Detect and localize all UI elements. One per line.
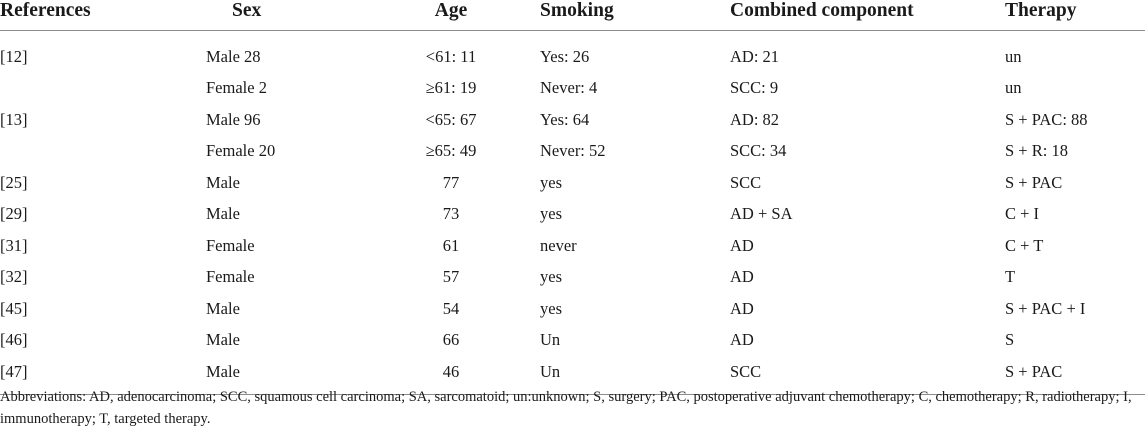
table-row: [31] Female 61 never AD C + T: [0, 230, 1145, 262]
cell-sex: Male: [206, 204, 240, 224]
table-header-row: References Sex Age Smoking Combined comp…: [0, 0, 1145, 31]
table-row: [25] Male 77 yes SCC S + PAC: [0, 167, 1145, 199]
cell-reference: [0, 73, 200, 105]
cell-reference: [46]: [0, 330, 28, 350]
cell-combined-component: AD: 82: [730, 109, 780, 129]
cell-reference: [47]: [0, 361, 28, 381]
header-smoking: Smoking: [540, 0, 614, 21]
cell-smoking: Un: [540, 361, 561, 381]
header-sex: Sex: [232, 0, 262, 21]
cell-combined-component: AD + SA: [730, 204, 793, 224]
table-row: [12] Male 28 <61: 11 Yes: 26 AD: 21 un: [0, 31, 1145, 73]
header-age: Age: [434, 0, 468, 21]
cell-smoking: yes: [540, 172, 562, 192]
cell-sex: Female: [206, 267, 255, 287]
cell-age: 66: [442, 330, 460, 350]
header-references: References: [0, 0, 91, 21]
cell-sex: Male: [206, 361, 240, 381]
cell-age: 46: [442, 361, 460, 381]
cell-smoking: Never: 4: [540, 78, 598, 98]
cell-therapy: S + PAC: 88: [1005, 109, 1088, 129]
cell-reference: [12]: [0, 46, 28, 66]
header-combined-component: Combined component: [730, 0, 914, 21]
cell-combined-component: AD: [730, 298, 754, 318]
patient-table: References Sex Age Smoking Combined comp…: [0, 0, 1145, 394]
table-row: Female 2 ≥61: 19 Never: 4 SCC: 9 un: [0, 73, 1145, 105]
table-row: [47] Male 46 Un SCC S + PAC: [0, 356, 1145, 394]
cell-sex: Female: [206, 235, 255, 255]
cell-therapy: C + T: [1005, 235, 1044, 255]
table-row: Female 20 ≥65: 49 Never: 52 SCC: 34 S + …: [0, 136, 1145, 168]
cell-combined-component: AD: 21: [730, 46, 780, 66]
cell-sex: Male: [206, 330, 240, 350]
cell-combined-component: SCC: [730, 361, 762, 381]
cell-smoking: never: [540, 235, 577, 255]
cell-age: 77: [442, 172, 460, 192]
cell-sex: Male: [206, 298, 240, 318]
cell-therapy: S + R: 18: [1005, 141, 1068, 161]
cell-age: 73: [442, 204, 460, 224]
cell-therapy: S + PAC + I: [1005, 298, 1086, 318]
cell-reference: [32]: [0, 267, 28, 287]
cell-therapy: S + PAC: [1005, 361, 1063, 381]
cell-sex: Male: [206, 172, 240, 192]
table-row: [32] Female 57 yes AD T: [0, 262, 1145, 294]
cell-therapy: S: [1005, 330, 1015, 350]
cell-sex: Male 96: [206, 109, 261, 129]
cell-smoking: yes: [540, 204, 562, 224]
cell-smoking: yes: [540, 267, 562, 287]
cell-age: <65: 67: [425, 109, 477, 129]
cell-age: ≥61: 19: [425, 78, 477, 98]
cell-combined-component: AD: [730, 330, 754, 350]
cell-smoking: Never: 52: [540, 141, 606, 161]
cell-reference: [13]: [0, 109, 28, 129]
cell-sex: Female 20: [206, 141, 276, 161]
cell-smoking: Yes: 26: [540, 46, 590, 66]
cell-age: 57: [442, 267, 460, 287]
cell-reference: [31]: [0, 235, 28, 255]
cell-reference: [45]: [0, 298, 28, 318]
table-row: [29] Male 73 yes AD + SA C + I: [0, 199, 1145, 231]
table-row: [45] Male 54 yes AD S + PAC + I: [0, 293, 1145, 325]
cell-age: 54: [442, 298, 460, 318]
abbreviations-footnote: Abbreviations: AD, adenocarcinoma; SCC, …: [0, 389, 1132, 427]
table-row: [13] Male 96 <65: 67 Yes: 64 AD: 82 S + …: [0, 104, 1145, 136]
cell-combined-component: AD: [730, 267, 754, 287]
cell-therapy: un: [1005, 46, 1022, 66]
cell-sex: Female 2: [206, 78, 267, 98]
cell-therapy: un: [1005, 78, 1022, 98]
cell-therapy: T: [1005, 267, 1016, 287]
cell-reference: [0, 136, 200, 168]
cell-age: ≥65: 49: [425, 141, 477, 161]
cell-sex: Male 28: [206, 46, 261, 66]
cell-smoking: Yes: 64: [540, 109, 590, 129]
cell-combined-component: AD: [730, 235, 754, 255]
cell-therapy: C + I: [1005, 204, 1040, 224]
cell-smoking: yes: [540, 298, 562, 318]
header-therapy: Therapy: [1005, 0, 1077, 21]
cell-combined-component: SCC: 34: [730, 141, 787, 161]
cell-smoking: Un: [540, 330, 561, 350]
cell-age: 61: [442, 235, 460, 255]
table-row: [46] Male 66 Un AD S: [0, 325, 1145, 357]
cell-reference: [29]: [0, 204, 28, 224]
cell-therapy: S + PAC: [1005, 172, 1063, 192]
cell-age: <61: 11: [425, 46, 477, 66]
cell-combined-component: SCC: [730, 172, 762, 192]
cell-combined-component: SCC: 9: [730, 78, 779, 98]
cell-reference: [25]: [0, 172, 28, 192]
